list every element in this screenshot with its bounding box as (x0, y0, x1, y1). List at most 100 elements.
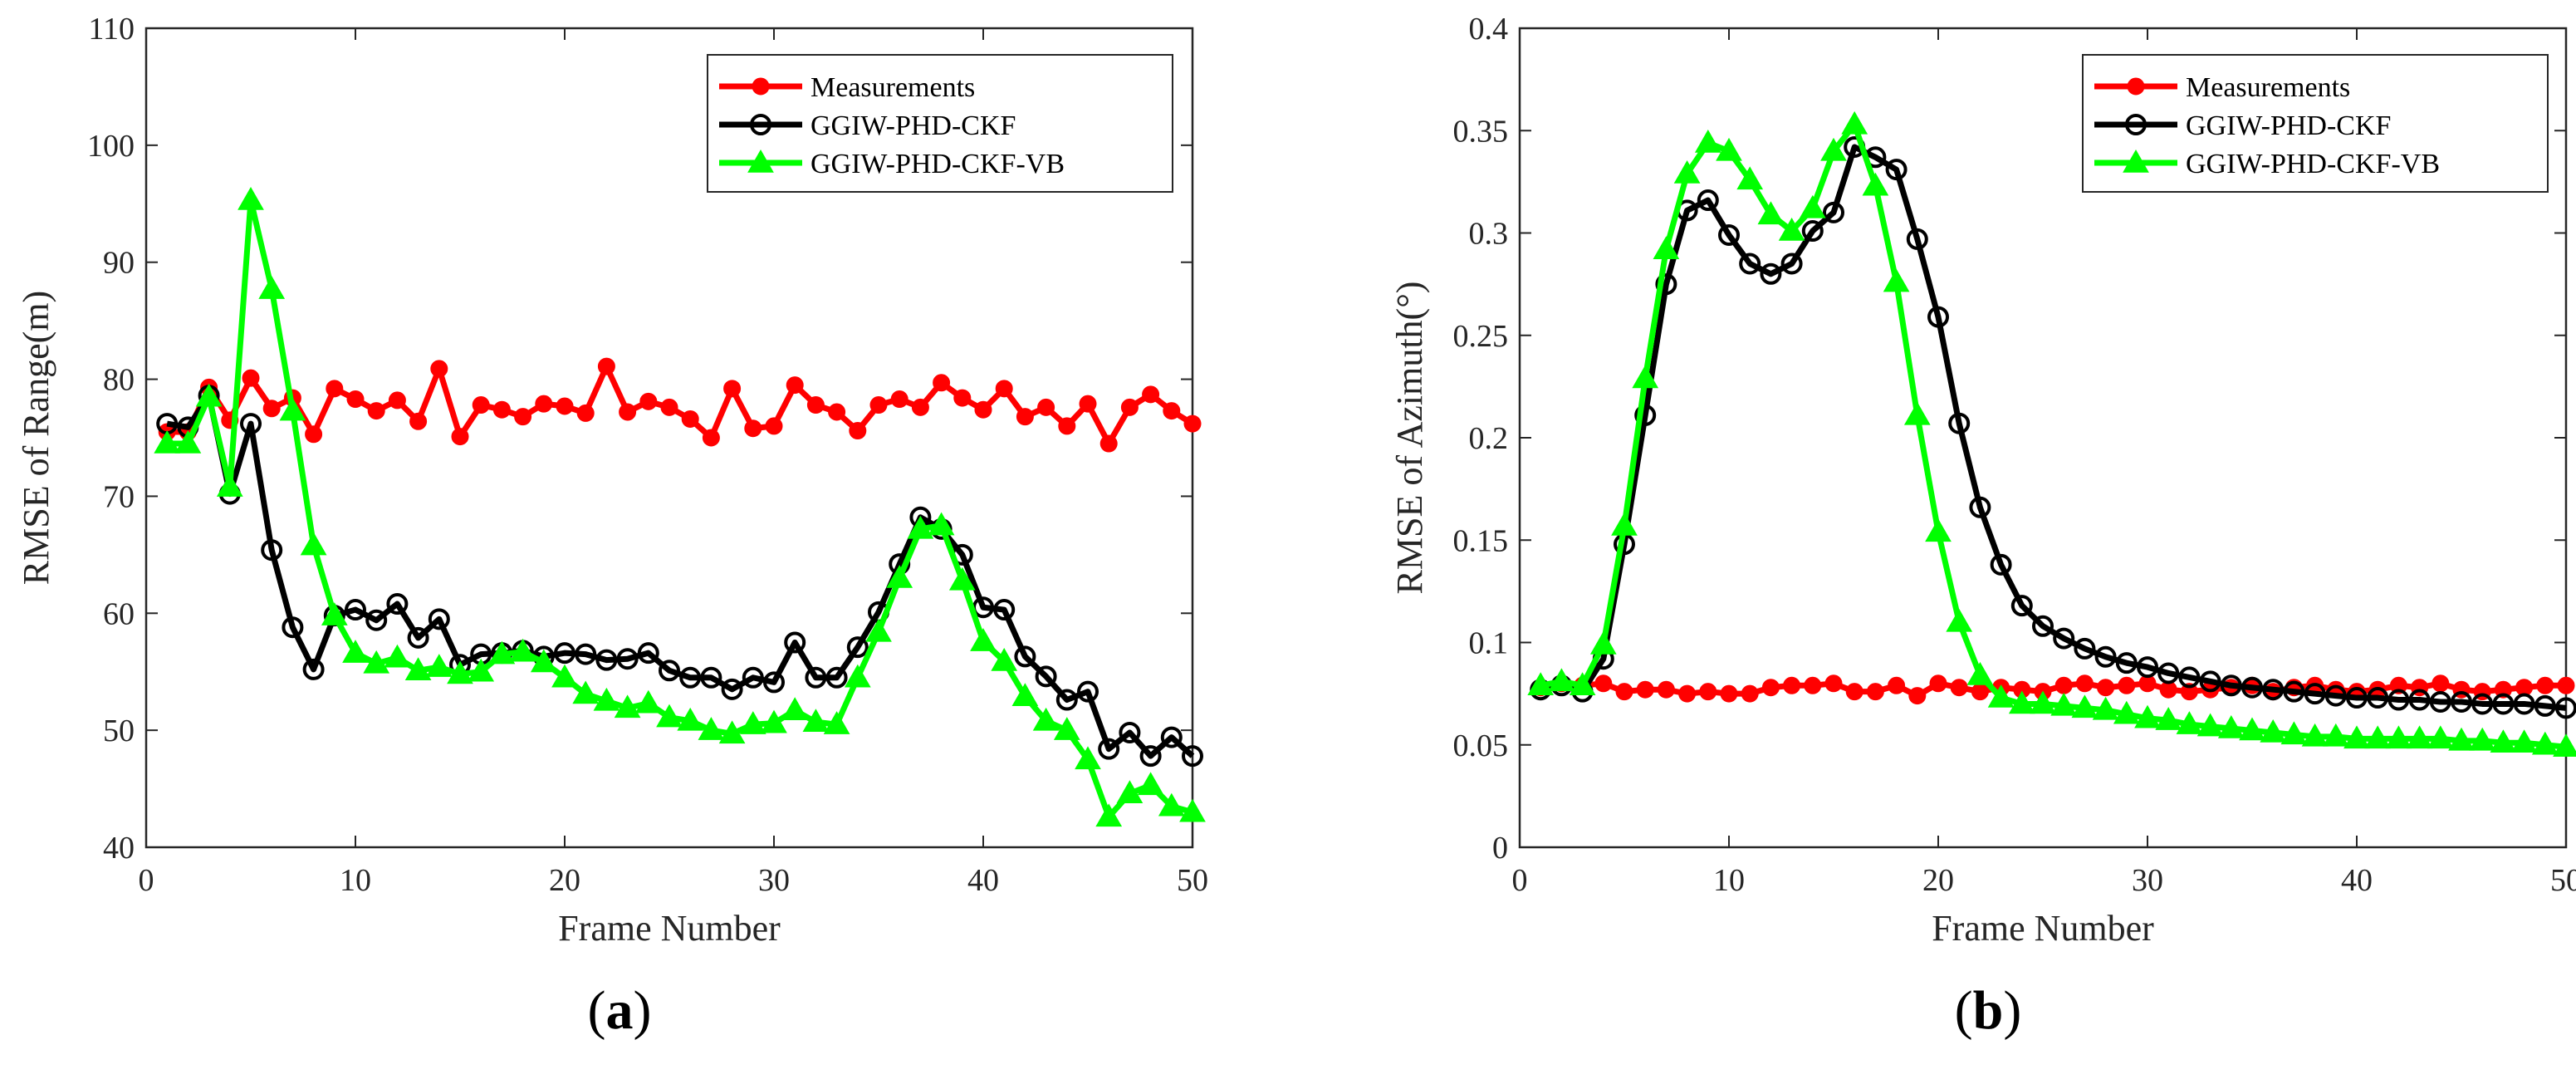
data-point (365, 609, 388, 631)
data-point (1142, 385, 1160, 404)
data-point (1163, 402, 1181, 420)
caption-letter: a (606, 980, 634, 1041)
data-point (430, 360, 448, 378)
x-tick-label: 40 (2341, 863, 2373, 898)
data-point (2513, 693, 2535, 715)
data-point (514, 408, 532, 426)
data-point (2406, 725, 2433, 749)
data-point (1841, 110, 1868, 135)
data-point (1053, 717, 1080, 740)
data-point (1908, 687, 1927, 705)
data-point (363, 650, 390, 674)
data-point (1077, 680, 1099, 703)
data-point (1906, 228, 1928, 250)
data-point (2346, 687, 2368, 709)
data-point (1655, 273, 1677, 296)
data-point (195, 383, 223, 407)
x-axis-label: Frame Number (558, 908, 781, 949)
legend-swatch-marker (2127, 77, 2145, 96)
y-tick-label: 0.3 (1469, 217, 1509, 252)
data-point (2008, 690, 2035, 714)
x-tick-label: 30 (758, 863, 790, 898)
caption-open-paren: ( (1955, 980, 1973, 1041)
caption-open-paren: ( (588, 980, 606, 1041)
data-point (1823, 201, 1844, 223)
data-point (1862, 172, 1889, 196)
data-point (2557, 676, 2575, 694)
data-point (2137, 656, 2158, 679)
data-point (388, 391, 406, 410)
legend-label: Measurements (811, 72, 975, 103)
data-point (509, 638, 536, 662)
legend-swatch-marker (2123, 149, 2149, 173)
data-point (2262, 679, 2285, 701)
data-point (1761, 679, 1780, 697)
data-point (451, 428, 469, 446)
x-tick-label: 50 (2550, 863, 2576, 898)
data-point (2010, 595, 2033, 617)
data-point (409, 412, 428, 430)
data-point (991, 648, 1018, 671)
data-point (2115, 652, 2138, 674)
data-point (2531, 731, 2559, 755)
caption-close-paren: ) (634, 980, 652, 1041)
data-point (492, 400, 511, 419)
data-point (1969, 496, 1991, 518)
data-point (1183, 414, 1202, 433)
data-point (447, 660, 473, 684)
data-point (744, 419, 762, 438)
data-point (2097, 679, 2115, 697)
data-point (1653, 236, 1680, 259)
data-point (1527, 672, 1555, 696)
y-tick-label: 0.05 (1453, 728, 1509, 763)
data-point (2324, 684, 2347, 707)
data-point (2301, 723, 2329, 747)
data-point (1783, 676, 1801, 694)
data-point (1888, 676, 1906, 694)
data-point (238, 187, 264, 210)
data-point (425, 654, 453, 677)
data-point (2155, 707, 2182, 730)
data-point (1697, 189, 1719, 212)
data-point (472, 396, 490, 414)
data-point (305, 425, 323, 444)
data-point (659, 660, 680, 682)
data-point (660, 398, 678, 416)
data-point (806, 396, 825, 414)
data-point (2176, 711, 2203, 734)
data-point (2387, 689, 2410, 711)
data-point (342, 640, 369, 663)
data-point (2054, 676, 2073, 694)
legend-swatch-marker (2125, 114, 2147, 135)
data-point (2389, 676, 2407, 694)
data-point (2239, 717, 2265, 741)
series-line (1540, 144, 2567, 711)
data-point (1037, 398, 1055, 416)
data-point (1634, 404, 1657, 426)
data-point (1673, 160, 1701, 184)
data-point (1883, 268, 1910, 292)
data-point (1990, 553, 2012, 576)
x-tick-label: 0 (1512, 863, 1528, 898)
data-point (2451, 690, 2472, 713)
data-point (2157, 662, 2180, 684)
data-point (1611, 512, 1638, 536)
y-tick-label: 50 (103, 714, 135, 748)
data-point (1657, 680, 1675, 699)
data-point (825, 666, 848, 689)
legend: Measurements GGIW-PHD-CKF GGIW-PHD-CKF-VB (2082, 54, 2549, 193)
data-point (1589, 630, 1617, 655)
legend-label: GGIW-PHD-CKF-VB (2186, 149, 2440, 179)
legend: Measurements GGIW-PHD-CKF GGIW-PHD-CKF-VB (707, 54, 1173, 193)
data-point (656, 704, 683, 728)
data-point (1780, 253, 1803, 275)
data-point (551, 664, 578, 688)
data-point (1035, 665, 1057, 688)
data-point (723, 380, 742, 398)
data-point (2196, 713, 2224, 737)
y-axis-label: RMSE of Range(m) (16, 291, 56, 585)
series-ggiw-phd-ckf-vb (1527, 110, 2576, 757)
data-point (300, 532, 327, 556)
x-tick-label: 10 (1713, 863, 1745, 898)
data-point (614, 694, 641, 719)
